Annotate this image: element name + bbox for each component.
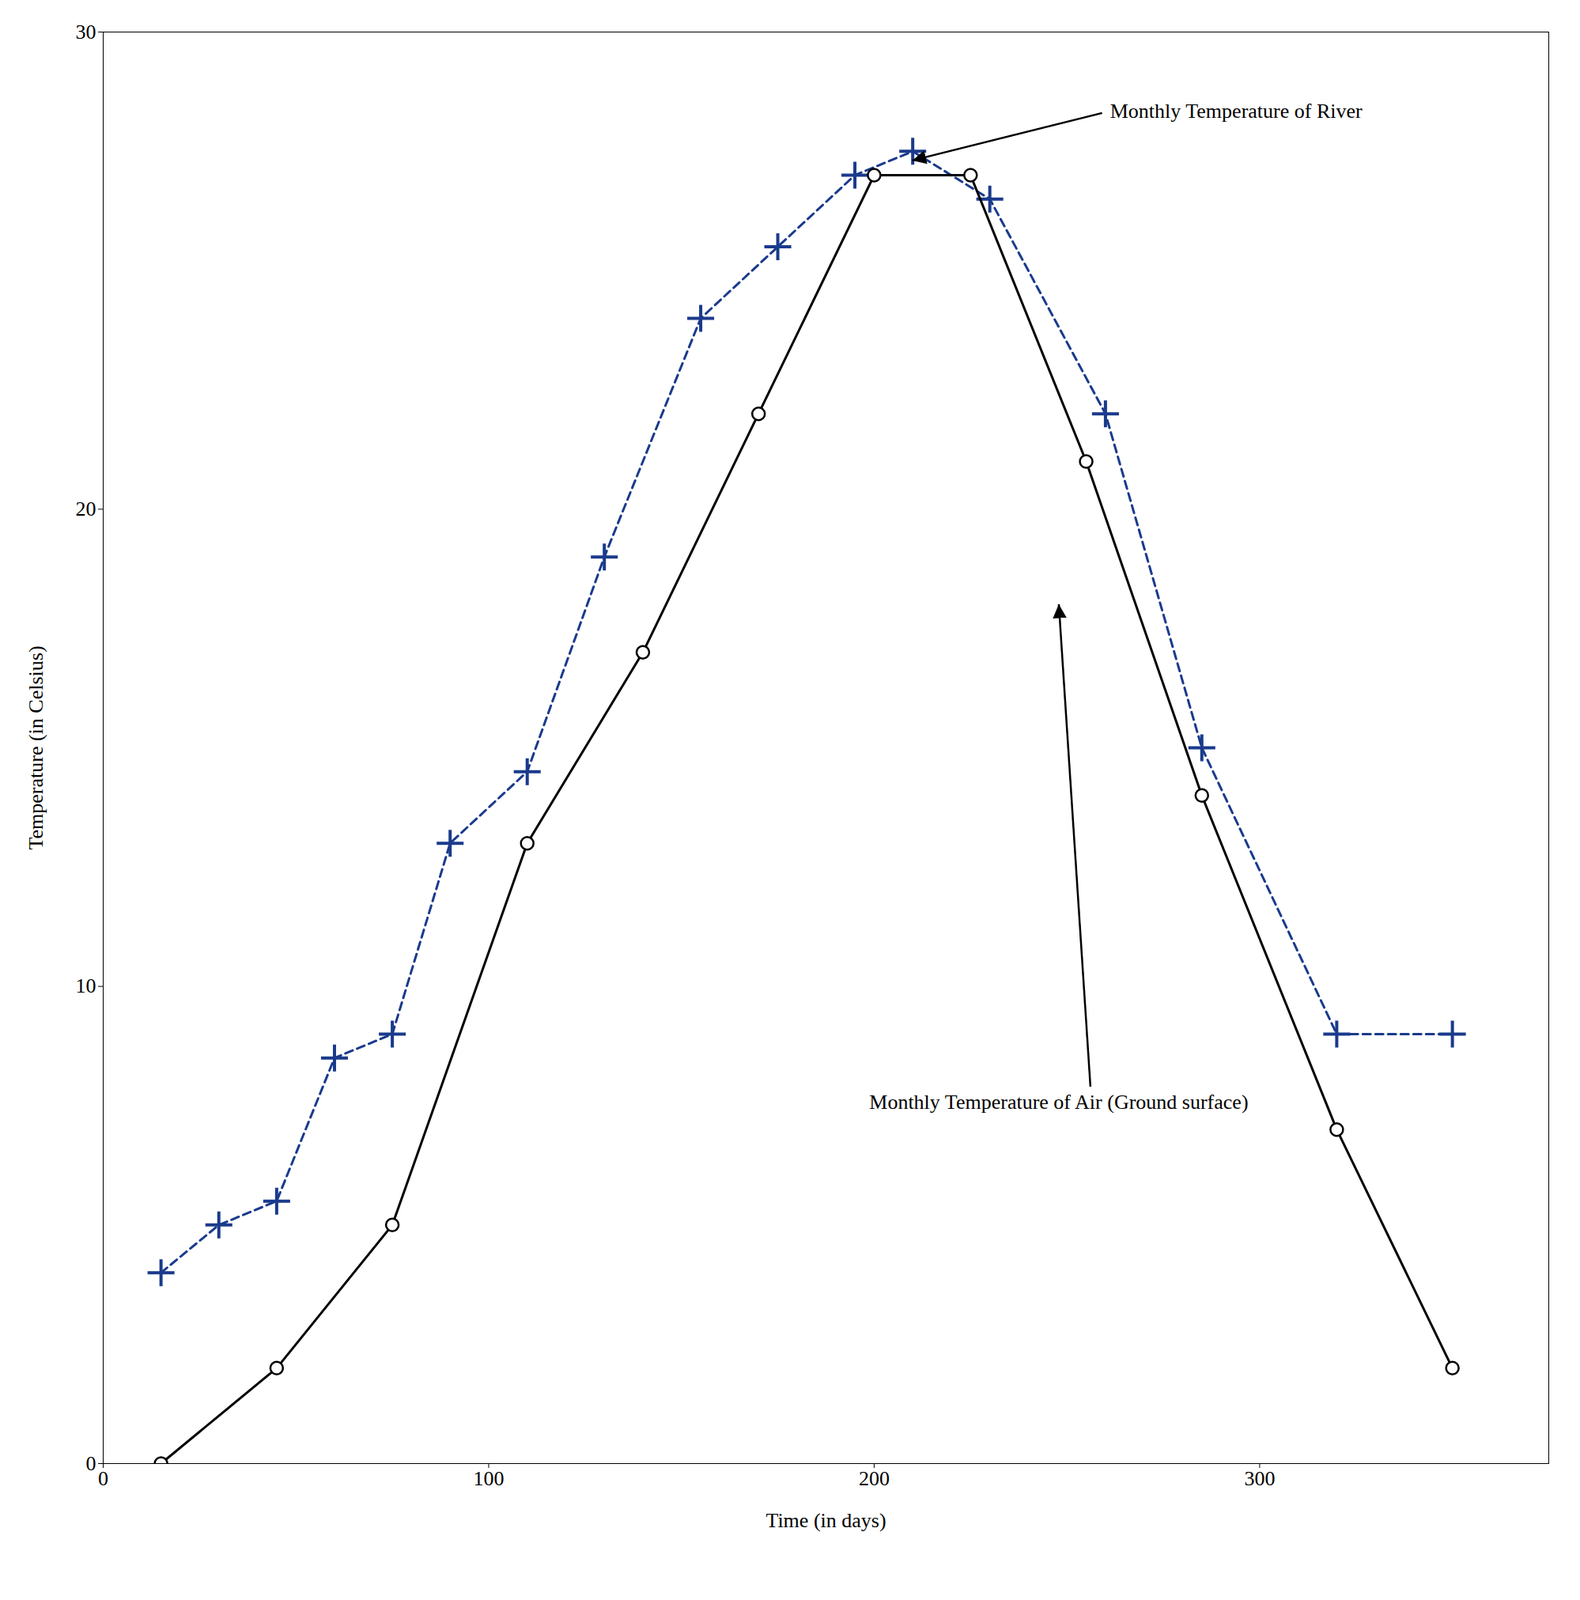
svg-text:100: 100 [472,1466,504,1490]
svg-text:10: 10 [75,974,97,998]
svg-text:200: 200 [858,1466,890,1490]
svg-text:Monthly Temperature of Air (Gr: Monthly Temperature of Air (Ground surfa… [869,1090,1248,1114]
svg-text:300: 300 [1243,1466,1275,1490]
svg-text:Temperature (in Celsius): Temperature (in Celsius) [24,645,48,850]
svg-text:Monthly Temperature of River: Monthly Temperature of River [1110,99,1363,123]
svg-text:0: 0 [98,1466,109,1490]
svg-text:30: 30 [75,20,97,44]
svg-text:20: 20 [75,497,97,521]
svg-text:Time (in days): Time (in days) [765,1508,886,1532]
svg-text:0: 0 [86,1451,97,1475]
